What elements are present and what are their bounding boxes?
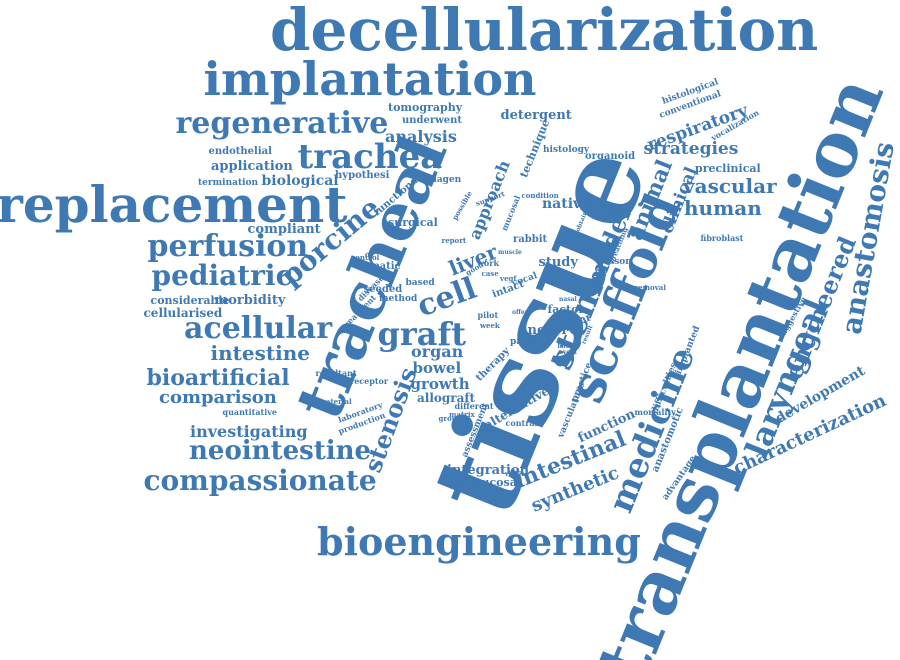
- word-mortality: mortality: [634, 407, 676, 417]
- word-detergent: detergent: [500, 107, 572, 123]
- word-based: based: [405, 277, 435, 288]
- word-investigating: investigating: [190, 422, 308, 441]
- word-condition: condition: [521, 190, 559, 200]
- word-endothelial: endothelial: [208, 146, 272, 157]
- word-neointestine: neointestine: [189, 436, 372, 466]
- word-neomucosa: neomucosa: [447, 475, 517, 489]
- word-regenerative: regenerative: [175, 106, 389, 141]
- word-basis: basis: [557, 343, 575, 350]
- word-preclinical: preclinical: [695, 161, 761, 175]
- word-growth: growth: [410, 374, 470, 393]
- word-vascular: vascular: [683, 174, 777, 198]
- word-histology: histology: [543, 144, 590, 155]
- word-decellularization: decellularization: [270, 0, 819, 64]
- word-study: study: [538, 254, 578, 270]
- word-removal: removal: [634, 282, 666, 292]
- word-method: method: [379, 293, 418, 304]
- word-bowel: bowel: [412, 358, 462, 377]
- word-factor: factor: [547, 302, 585, 316]
- word-seeded: seeded: [363, 284, 403, 295]
- word-comparison: comparison: [159, 387, 277, 408]
- word-graft: graft: [377, 315, 467, 353]
- word-hypothesi: hypothesi: [335, 170, 390, 181]
- word-whole: whole: [570, 244, 590, 251]
- word-pilot: pilot: [477, 310, 499, 320]
- word-contrast: contrast: [505, 418, 543, 428]
- word-integration: integration: [447, 462, 530, 478]
- word-work: work: [477, 258, 499, 268]
- word-offer: offer: [512, 309, 528, 316]
- word-viable: viable: [505, 471, 525, 478]
- word-perfusion: perfusion: [147, 229, 309, 264]
- word-lesson: lesson: [600, 256, 632, 267]
- word-rabbit: rabbit: [513, 234, 548, 245]
- word-patient: patient: [510, 336, 547, 347]
- word-novel: novel: [527, 322, 567, 338]
- word-strategies: strategies: [643, 138, 739, 159]
- word-bioengineering: bioengineering: [317, 519, 641, 564]
- word-underwent: underwent: [402, 115, 463, 126]
- word-replacement: replacement: [0, 175, 348, 234]
- word-report: report: [441, 235, 467, 245]
- word-allograft: allograft: [417, 391, 476, 405]
- word-muscle: muscle: [498, 249, 522, 256]
- word-material: material: [318, 396, 352, 406]
- word-different: different: [454, 401, 494, 411]
- word-matrix: matrix: [449, 409, 475, 419]
- word-vegf: vegf: [500, 273, 517, 283]
- word-trachea: trachea: [297, 137, 443, 177]
- word-negative: negative: [591, 209, 630, 219]
- word-possible: possible: [450, 188, 474, 222]
- word-organ: organ: [411, 342, 464, 361]
- word-intestine: intestine: [210, 341, 310, 365]
- word-acellular: acellular: [184, 311, 333, 346]
- word-morbidity: morbidity: [214, 292, 286, 308]
- word-surgical: surgical: [388, 215, 438, 229]
- word-implantation: implantation: [203, 52, 537, 106]
- word-human: human: [684, 196, 762, 220]
- word-bioartificial: bioartificial: [146, 365, 290, 391]
- word-compliant: compliant: [247, 221, 321, 237]
- word-quantitative: quantitative: [222, 407, 278, 417]
- word-collagen: collagen: [418, 174, 462, 185]
- word-fibroblast: fibroblast: [700, 233, 744, 243]
- word-compassionate: compassionate: [143, 464, 377, 497]
- word-cellularised: cellularised: [143, 306, 223, 320]
- word-control: control: [351, 252, 380, 262]
- word-biological: biological: [261, 173, 339, 189]
- word-pediatric: pediatric: [151, 259, 293, 292]
- word-application: application: [211, 158, 293, 174]
- word-hepatic: hepatic: [359, 261, 401, 272]
- word-analysis: analysis: [385, 127, 457, 146]
- word-case: case: [481, 268, 499, 278]
- word-considerable: considerable: [150, 293, 230, 307]
- word-termination: termination: [198, 177, 259, 188]
- word-event: event: [559, 349, 578, 356]
- word-group: group: [438, 413, 462, 423]
- word-receptor: receptor: [350, 376, 389, 386]
- word-week: week: [480, 320, 500, 330]
- word-native: native: [542, 196, 591, 212]
- word-organoid: organoid: [585, 151, 636, 162]
- word-nasal: nasal: [559, 296, 577, 303]
- word-tomography: tomography: [388, 100, 463, 114]
- word-resultant: resultant: [315, 368, 357, 378]
